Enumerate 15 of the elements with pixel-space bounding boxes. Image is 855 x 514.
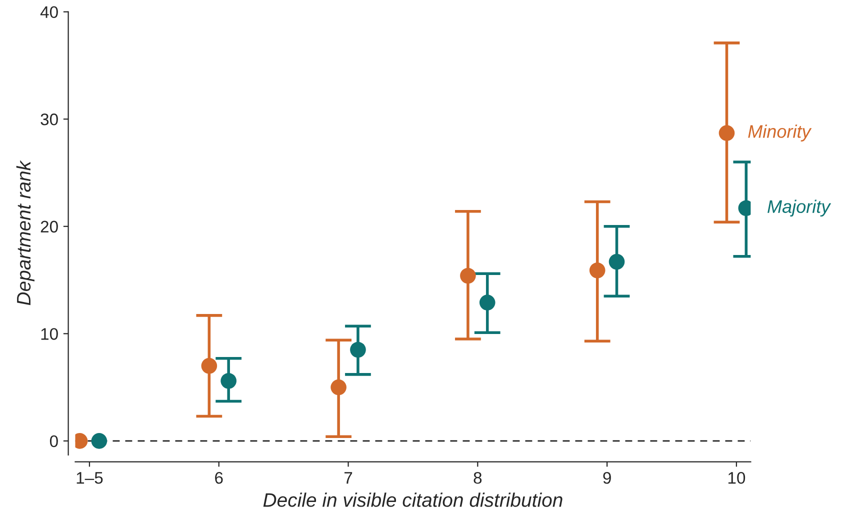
x-tick-label: 9 — [603, 472, 611, 484]
y-tick-label: 10 — [41, 328, 58, 340]
series-label: Minority — [748, 124, 812, 142]
x-tick-label: 8 — [474, 472, 482, 484]
y-tick-label: 40 — [40, 6, 58, 18]
series-label: Majority — [768, 200, 832, 217]
x-tick-label: 1–5 — [76, 472, 103, 484]
y-tick-label: 20 — [40, 220, 58, 233]
x-tick-label: 7 — [344, 472, 352, 484]
x-tick-label: 10 — [728, 472, 746, 484]
y-tick-label: 30 — [40, 114, 58, 126]
x-tick-label: 6 — [215, 472, 223, 484]
y-tick-label: 0 — [50, 435, 58, 448]
x-axis-title: Decile in visible citation distribution — [263, 492, 562, 507]
y-axis-title: Department rank — [16, 160, 34, 306]
